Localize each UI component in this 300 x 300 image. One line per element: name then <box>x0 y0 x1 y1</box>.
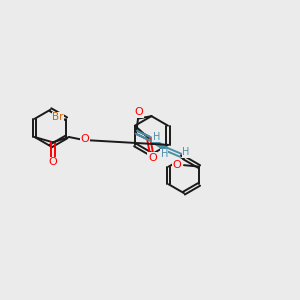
Text: O: O <box>134 107 143 117</box>
Text: O: O <box>172 160 181 170</box>
Text: O: O <box>80 134 89 144</box>
Text: Br: Br <box>52 112 64 122</box>
Text: H: H <box>182 148 189 158</box>
Text: O: O <box>148 153 157 163</box>
Text: H: H <box>160 149 168 159</box>
Text: O: O <box>49 158 57 167</box>
Text: H: H <box>153 132 160 142</box>
